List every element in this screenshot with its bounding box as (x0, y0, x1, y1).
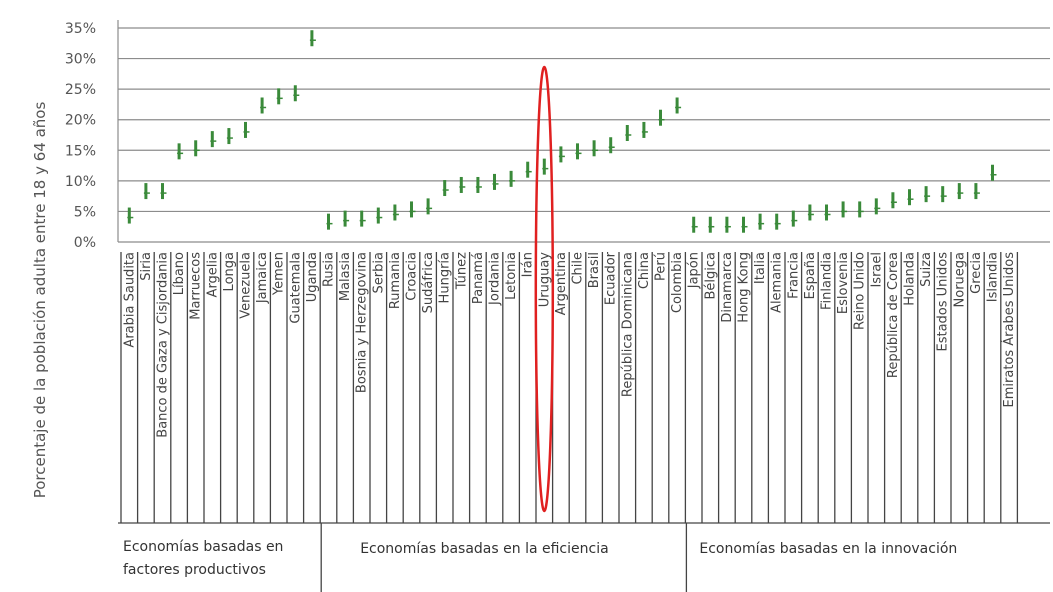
country-label: Francia (786, 252, 801, 299)
country-label: Longa (222, 252, 237, 291)
y-axis: 0% 5% 10% 15% 20% 25% 30% 35% (65, 21, 96, 251)
country-label: Alemania (770, 252, 785, 313)
country-label: Emiratos Árabes Unidos (1001, 252, 1017, 408)
country-label: Italia (753, 252, 768, 284)
country-label: Sudáfrica (421, 252, 436, 313)
country-label: Argentina (554, 252, 569, 315)
country-label: Brasil (587, 252, 602, 288)
country-label: Islandia (986, 252, 1001, 302)
gridlines (117, 20, 1050, 243)
y-tick-label: 35% (65, 21, 96, 37)
country-label: Reino Unido (853, 252, 868, 330)
country-label: Irán (521, 252, 536, 277)
country-label: Holanda (903, 252, 918, 306)
country-label: Suiza (919, 252, 934, 287)
y-tick-label: 30% (65, 52, 96, 68)
group-label: Economías basadas en la eficiencia (360, 541, 608, 557)
y-tick-label: 25% (65, 82, 96, 98)
highlight-ellipse (534, 65, 555, 513)
country-label: Perú (654, 252, 669, 281)
country-label: España (803, 252, 818, 299)
y-tick-label: 10% (65, 174, 96, 190)
y-tick-label: 5% (74, 204, 96, 220)
country-label: Bosnia y Herzegovina (355, 252, 370, 393)
country-label: República de Corea (886, 252, 901, 378)
country-label: Uruguay (537, 252, 552, 308)
country-label: Uganda (305, 252, 320, 302)
country-label: Chile (571, 252, 586, 285)
y-tick-label: 0% (74, 235, 96, 251)
country-label: Finlandia (820, 252, 835, 310)
country-label: Rumania (388, 252, 403, 309)
country-label: Malasia (338, 252, 353, 301)
group-labels: Economías basadas en factores productivos… (118, 522, 1050, 592)
country-label: Banco de Gaza y Cisjordania (156, 252, 171, 438)
country-label: Hong Kong (737, 252, 752, 323)
group-label: Economías basadas en (123, 539, 283, 555)
country-label: Israel (869, 252, 884, 288)
y-tick-label: 15% (65, 143, 96, 159)
country-label: Noruega (952, 252, 967, 307)
country-label: Yemen (272, 252, 287, 296)
country-label: Guatemala (288, 252, 303, 324)
data-marks (127, 30, 997, 233)
country-label: Estados Unidos (936, 252, 951, 352)
country-label: Líbano (172, 252, 187, 295)
country-label: Letonia (504, 252, 519, 300)
country-label: Arabia Saudita (122, 252, 137, 348)
country-label: Ecuador (604, 251, 619, 305)
country-labels: Arabia Saudita Siria Banco de Gaza y Cisjo… (122, 251, 1017, 437)
country-label: República Dominicana (620, 252, 635, 397)
country-label: Grecia (969, 252, 984, 294)
country-label: Argelia (205, 252, 220, 297)
country-label: Bélgica (703, 252, 718, 300)
country-label: Serbia (371, 252, 386, 293)
country-label: Túnez (454, 252, 469, 290)
country-label: Rusia (322, 252, 337, 287)
country-label: Japón (687, 252, 702, 289)
country-label: Eslovenia (836, 252, 851, 314)
group-label: Economías basadas en la innovación (699, 541, 957, 557)
country-label: Dinamarca (720, 252, 735, 323)
country-label: Marruecos (189, 252, 204, 320)
country-label: Panamá (471, 252, 486, 304)
group-label: factores productivos (123, 562, 266, 578)
y-axis-label: Porcentaje de la población adulta entre … (31, 102, 49, 499)
country-label: Hungría (438, 252, 453, 303)
country-label: Jamaica (255, 252, 270, 304)
country-label: China (637, 252, 652, 289)
country-label: Siria (139, 252, 154, 281)
country-label: Jordania (488, 252, 503, 306)
y-tick-label: 20% (65, 113, 96, 129)
country-label: Croacia (405, 252, 420, 301)
country-label: Venezuela (239, 252, 254, 319)
country-label: Colombia (670, 252, 685, 313)
